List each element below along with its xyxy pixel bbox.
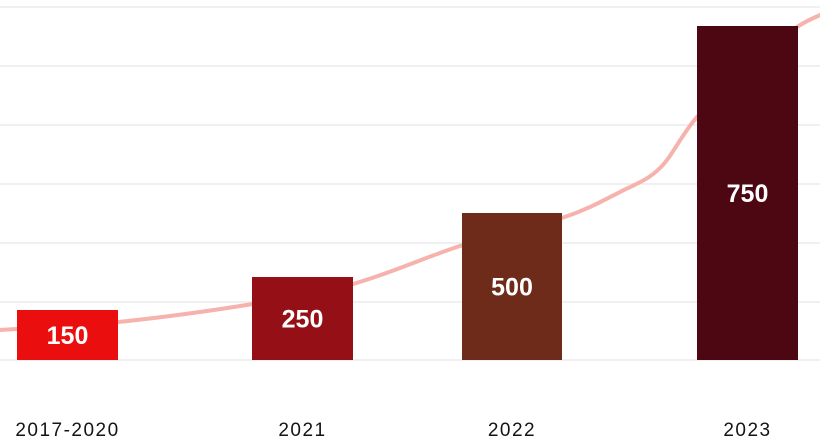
bar-value-label: 150 — [47, 322, 89, 350]
bar-value-label: 500 — [491, 274, 533, 302]
bar-2023 — [697, 26, 798, 360]
bar-2022 — [462, 213, 562, 360]
x-axis-label: 2022 — [488, 420, 536, 441]
x-axis-label: 2023 — [723, 420, 771, 441]
bar-value-label: 750 — [727, 180, 769, 208]
bar-2021 — [252, 277, 353, 360]
bar-2017-2020 — [17, 310, 118, 360]
x-axis-label: 2017-2020 — [15, 420, 119, 441]
bar-value-label: 250 — [282, 306, 324, 334]
x-axis-label: 2021 — [278, 420, 326, 441]
